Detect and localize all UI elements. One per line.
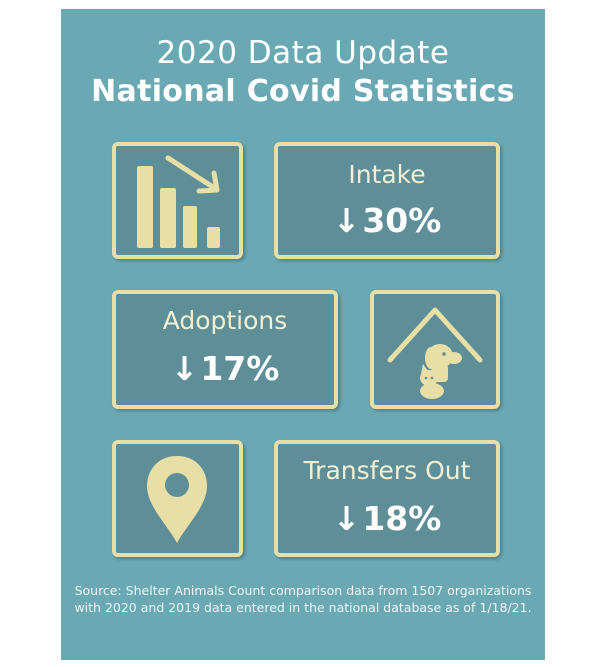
transfers-out-stat-card: Transfers Out ↓18% bbox=[274, 440, 500, 557]
down-arrow-icon: ↓ bbox=[170, 349, 199, 388]
bar-chart-icon-box bbox=[112, 142, 243, 259]
intake-value: ↓30% bbox=[278, 201, 496, 240]
adoptions-percent: 17% bbox=[200, 349, 280, 388]
adoptions-stat-card: Adoptions ↓17% bbox=[112, 290, 338, 409]
adoptions-value: ↓17% bbox=[116, 349, 334, 388]
adoptions-label: Adoptions bbox=[162, 306, 288, 335]
down-arrow-icon: ↓ bbox=[332, 499, 361, 538]
pet-home-icon-box bbox=[370, 290, 500, 409]
down-arrow-icon: ↓ bbox=[332, 201, 361, 240]
map-pin-icon bbox=[147, 456, 207, 543]
dog-and-cat-under-roof-icon bbox=[387, 307, 483, 399]
source-note: Source: Shelter Animals Count comparison… bbox=[74, 583, 532, 615]
map-pin-icon-box bbox=[112, 440, 243, 557]
title-line-2: National Covid Statistics bbox=[91, 74, 515, 109]
title-line-1: 2020 Data Update bbox=[156, 35, 450, 71]
intake-label: Intake bbox=[348, 160, 426, 189]
transfers-out-percent: 18% bbox=[362, 499, 442, 538]
transfers-out-label: Transfers Out bbox=[303, 456, 471, 485]
transfers-out-value: ↓18% bbox=[278, 499, 496, 538]
intake-stat-card: Intake ↓30% bbox=[274, 142, 500, 259]
infographic-poster: 2020 Data Update National Covid Statisti… bbox=[61, 9, 545, 660]
declining-bar-chart-icon bbox=[137, 155, 220, 248]
intake-percent: 30% bbox=[362, 201, 442, 240]
